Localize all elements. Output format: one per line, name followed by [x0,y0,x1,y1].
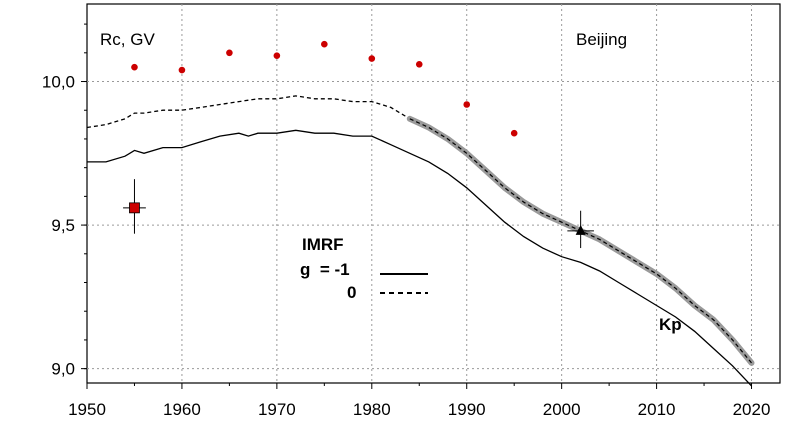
legend: IMRF g = -1 0 [300,235,428,302]
corner-label: Rc, GV [100,30,155,49]
y-tick-label: 9,0 [51,360,75,379]
x-tick-label: 1960 [163,400,201,419]
series-line-g-minus-1 [87,129,752,387]
y-tick-label: 9,5 [51,216,75,235]
y-axis-ticks: 9,0 9,5 10,0 [42,23,87,379]
error-markers [123,179,594,249]
scatter-point [510,129,518,137]
x-tick-label: 1950 [68,400,106,419]
series-line-g-0 [86,95,411,129]
x-tick-label: 2020 [733,400,771,419]
legend-entry-solid-label: g = -1 [300,260,350,279]
scatter-point [463,101,471,108]
x-tick-label: 2010 [638,400,676,419]
annotation-kp: Kp [659,315,682,334]
legend-title: IMRF [302,235,344,254]
scatter-point [178,66,186,74]
scatter-points [131,40,518,137]
x-tick-label: 1970 [258,400,296,419]
scatter-point [321,40,328,48]
scatter-point [131,63,138,71]
scatter-point [226,49,233,57]
y-tick-label: 10,0 [42,73,75,92]
grid-lines [87,4,780,383]
x-tick-label: 2000 [543,400,581,419]
x-axis-ticks: 1950 1960 1970 1980 1990 2000 2010 2020 [68,383,770,419]
scatter-point [273,52,281,59]
scatter-point [415,60,423,68]
triangle-marker [575,224,586,235]
x-tick-label: 1980 [353,400,391,419]
legend-entry-dashed-label: 0 [347,283,356,302]
x-tick-label: 1990 [448,400,486,419]
location-label: Beijing [576,30,627,49]
square-marker [129,202,140,214]
scatter-point [368,55,376,62]
plot-frame [86,3,781,384]
